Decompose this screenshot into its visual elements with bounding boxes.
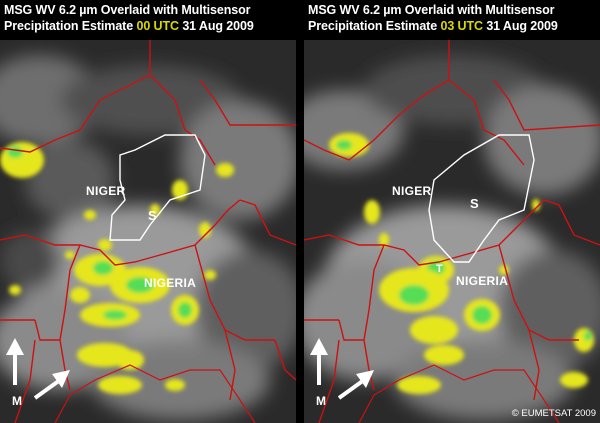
panel-title: MSG WV 6.2 µm Overlaid with Multisensor … xyxy=(4,2,254,34)
satellite-panel-03utc: MSG WV 6.2 µm Overlaid with Multisensor … xyxy=(304,0,600,423)
panel-divider xyxy=(296,0,304,423)
title-line2: Precipitation Estimate 03 UTC 31 Aug 200… xyxy=(308,18,558,34)
satellite-image xyxy=(0,40,296,423)
title-line2: Precipitation Estimate 00 UTC 31 Aug 200… xyxy=(4,18,254,34)
title-prefix: Precipitation Estimate xyxy=(4,19,134,33)
copyright-notice: © EUMETSAT 2009 xyxy=(511,408,596,419)
region-outline-s xyxy=(109,134,206,241)
arrow-northeast-head xyxy=(356,370,374,388)
label-m: M xyxy=(316,394,327,408)
title-line1: MSG WV 6.2 µm Overlaid with Multisensor xyxy=(308,3,555,17)
label-s: S xyxy=(148,208,157,223)
title-prefix: Precipitation Estimate xyxy=(308,19,438,33)
region-outline-s xyxy=(428,134,535,263)
satellite-panel-00utc: MSG WV 6.2 µm Overlaid with Multisensor … xyxy=(0,0,296,423)
label-nigeria: NIGERIA xyxy=(456,274,509,288)
label-t: T xyxy=(436,263,444,275)
coastline xyxy=(358,364,560,423)
arrow-north-head xyxy=(6,338,24,355)
arrow-northeast xyxy=(33,378,62,400)
panel-title: MSG WV 6.2 µm Overlaid with Multisensor … xyxy=(308,2,558,34)
title-date: 31 Aug 2009 xyxy=(486,19,558,33)
country-borders xyxy=(304,40,600,423)
title-utc: 03 UTC xyxy=(440,19,483,33)
satellite-image xyxy=(304,40,600,423)
title-date: 31 Aug 2009 xyxy=(182,19,254,33)
label-m: M xyxy=(12,394,23,408)
precipitation-overlay xyxy=(329,133,594,394)
label-niger: NIGER xyxy=(86,184,126,198)
arrow-north-head xyxy=(310,338,328,355)
arrow-northeast xyxy=(337,378,366,400)
coastline xyxy=(54,364,256,423)
flow-arrows xyxy=(6,338,70,400)
country-borders xyxy=(0,40,296,423)
title-line1: MSG WV 6.2 µm Overlaid with Multisensor xyxy=(4,3,251,17)
label-s: S xyxy=(470,196,479,211)
arrow-northeast-head xyxy=(52,370,70,388)
flow-arrows xyxy=(310,338,374,400)
label-niger: NIGER xyxy=(392,184,432,198)
title-utc: 00 UTC xyxy=(136,19,179,33)
label-nigeria: NIGERIA xyxy=(144,276,197,290)
